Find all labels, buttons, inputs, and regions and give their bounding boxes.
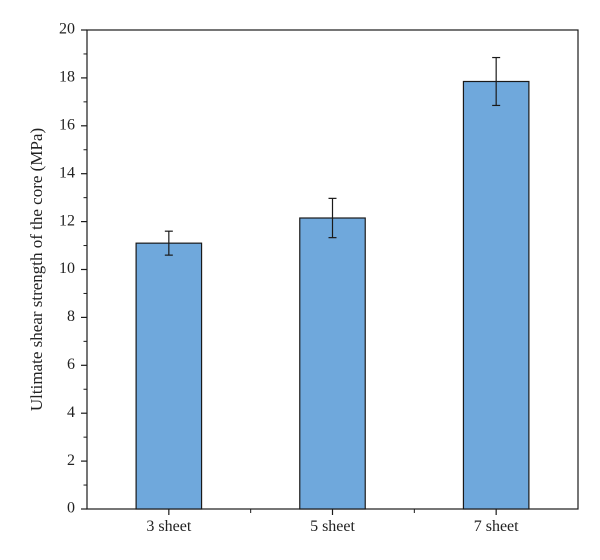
x-axis: 3 sheet 5 sheet 7 sheet [146, 509, 519, 535]
x-tick-label: 3 sheet [146, 518, 191, 535]
error-bars-group [164, 56, 501, 256]
y-tick-label: 16 [59, 116, 75, 133]
y-tick-label: 12 [59, 212, 75, 229]
bar [299, 217, 366, 510]
bars-group [135, 80, 530, 510]
x-tick-label: 5 sheet [310, 518, 355, 535]
y-tick-label: 10 [59, 260, 75, 277]
bar [462, 80, 530, 510]
x-tick-label: 7 sheet [474, 518, 519, 535]
y-tick-label: 0 [67, 500, 75, 517]
bar [135, 242, 203, 510]
y-tick-label: 18 [59, 69, 75, 86]
y-tick-label: 20 [59, 21, 75, 38]
y-tick-label: 2 [67, 452, 75, 469]
y-axis: 0 2 4 6 8 10 12 14 16 18 20 [59, 21, 87, 517]
y-axis-title: Ultimate shear strength of the core (MPa… [27, 128, 46, 411]
y-tick-label: 4 [67, 404, 75, 421]
y-tick-label: 14 [59, 164, 75, 181]
y-tick-label: 8 [67, 308, 75, 325]
plot-area: 0 2 4 6 8 10 12 14 16 18 20 3 sheet 5 sheet 7 sheet [59, 21, 579, 535]
y-tick-label: 6 [67, 356, 75, 373]
